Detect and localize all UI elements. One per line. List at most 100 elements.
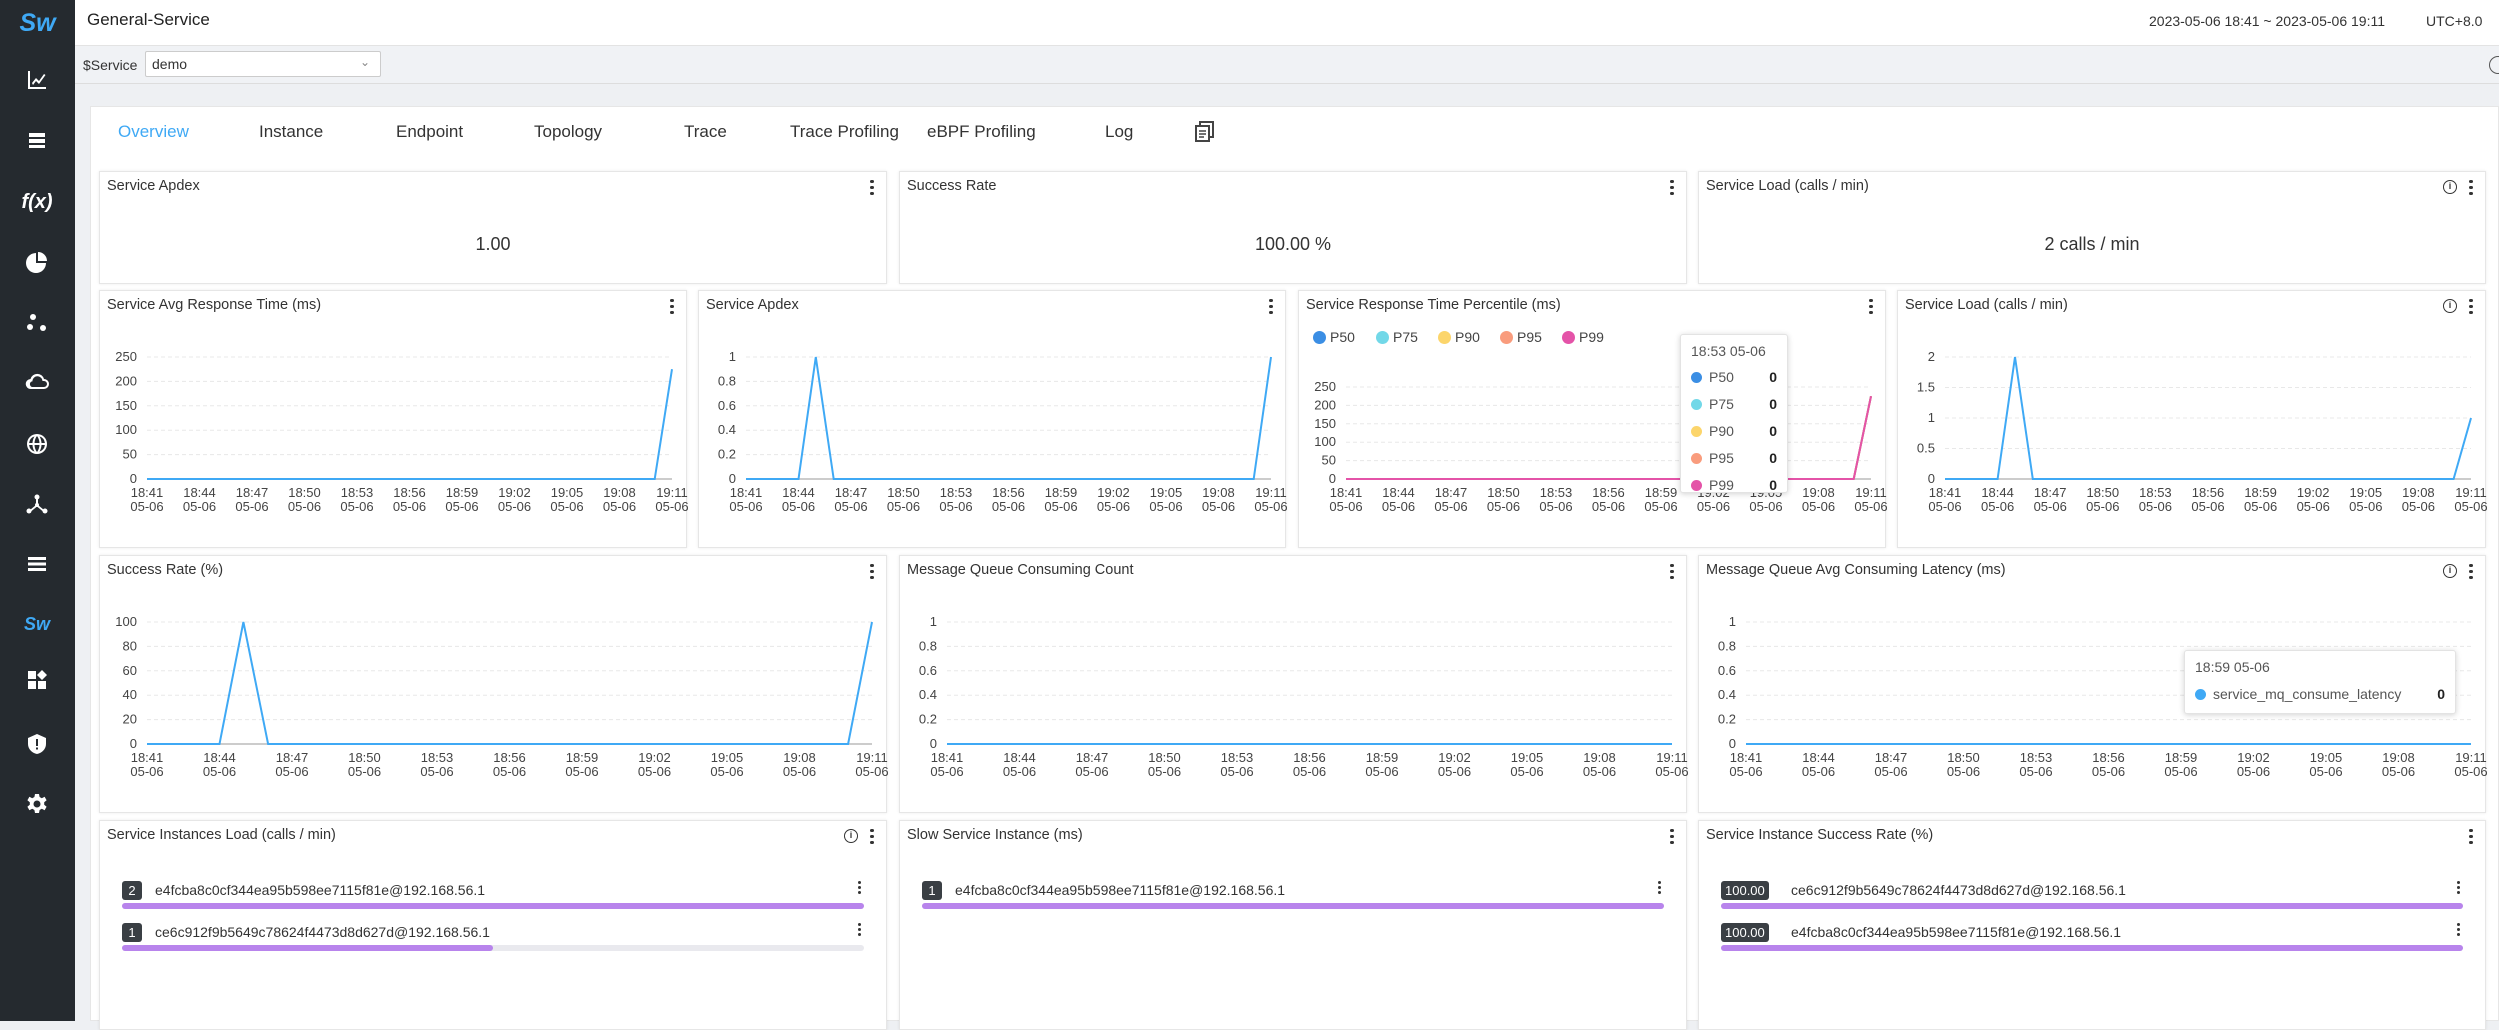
x-tick-label: 18:41 — [131, 485, 164, 500]
more-options-icon[interactable] — [2469, 826, 2475, 846]
more-options-icon[interactable] — [1869, 296, 1875, 316]
legend-p95[interactable]: P95 — [1500, 329, 1542, 345]
cloud-icon[interactable] — [19, 364, 55, 400]
service-apdex-chart[interactable]: 10.80.60.40.2018:4105-0618:4405-0618:470… — [699, 321, 1287, 549]
x-tick-sublabel: 05-06 — [1149, 499, 1182, 514]
x-tick-sublabel: 05-06 — [493, 764, 526, 779]
y-tick-label: 1 — [930, 614, 937, 629]
more-options-icon[interactable] — [870, 561, 876, 581]
x-tick-label: 18:56 — [1293, 750, 1326, 765]
more-options-icon[interactable] — [1670, 561, 1676, 581]
pie-chart-icon[interactable] — [19, 244, 55, 280]
gear-icon[interactable] — [19, 786, 55, 822]
x-tick-label: 18:50 — [1947, 750, 1980, 765]
info-icon[interactable]: i — [844, 829, 858, 843]
mesh-icon[interactable] — [19, 486, 55, 522]
x-tick-sublabel: 05-06 — [1438, 764, 1471, 779]
item-options-icon[interactable] — [2457, 921, 2463, 941]
progress-track — [1721, 903, 2463, 909]
list-item[interactable]: 100.00 ce6c912f9b5649c78624f4473d8d627d@1… — [1721, 881, 2463, 911]
series-line[interactable] — [147, 621, 873, 745]
series-line[interactable] — [147, 369, 673, 480]
item-options-icon[interactable] — [858, 921, 864, 941]
more-options-icon[interactable] — [2469, 296, 2475, 316]
mq-consuming-count-chart[interactable]: 10.80.60.40.2018:4105-0618:4405-0618:470… — [900, 586, 1688, 814]
response-time-percentile-chart[interactable]: 25020015010050018:4105-0618:4405-0618:47… — [1299, 321, 1887, 549]
globe-icon[interactable] — [19, 426, 55, 462]
refresh-icon[interactable] — [2489, 56, 2499, 74]
service-load-chart[interactable]: 21.510.5018:4105-0618:4405-0618:4705-061… — [1898, 321, 2487, 549]
x-tick-sublabel: 05-06 — [1539, 499, 1572, 514]
x-tick-sublabel: 05-06 — [1644, 499, 1677, 514]
legend-p50[interactable]: P50 — [1313, 329, 1355, 345]
tab-endpoint[interactable]: Endpoint — [396, 122, 464, 141]
tab-overview[interactable]: Overview — [118, 122, 189, 141]
success-rate-chart[interactable]: 10080604020018:4105-0618:4405-0618:4705-… — [100, 586, 888, 814]
series-line-p50[interactable] — [1346, 395, 1872, 480]
y-tick-label: 50 — [123, 447, 137, 462]
series-line-p90[interactable] — [1346, 395, 1872, 480]
legend-p99[interactable]: P99 — [1562, 329, 1604, 345]
card-title: Service Load (calls / min) — [1905, 297, 2068, 313]
legend-p90[interactable]: P90 — [1438, 329, 1480, 345]
x-axis: 18:4105-0618:4405-0618:4705-0618:5005-06… — [1329, 485, 1887, 514]
copy-tab-icon[interactable] — [1195, 121, 1215, 143]
info-icon[interactable]: i — [2443, 564, 2457, 578]
more-options-icon[interactable] — [1670, 177, 1676, 197]
layers-icon[interactable] — [19, 122, 55, 158]
info-icon[interactable]: i — [2443, 299, 2457, 313]
more-options-icon[interactable] — [1670, 826, 1676, 846]
x-tick-label: 18:44 — [1382, 485, 1415, 500]
x-tick-sublabel: 05-06 — [1434, 499, 1467, 514]
x-tick-sublabel: 05-06 — [2086, 499, 2119, 514]
more-options-icon[interactable] — [870, 177, 876, 197]
avg-response-time-chart[interactable]: 25020015010050018:4105-0618:4405-0618:47… — [100, 321, 688, 549]
legend-p75[interactable]: P75 — [1376, 329, 1418, 345]
function-icon[interactable]: f(x) — [21, 190, 53, 213]
tab-ebpf-profiling[interactable]: eBPF Profiling — [927, 122, 1036, 141]
x-tick-sublabel: 05-06 — [420, 764, 453, 779]
shield-icon[interactable] — [19, 726, 55, 762]
widgets-icon[interactable] — [19, 662, 55, 698]
card-title: Service Apdex — [107, 178, 200, 194]
list-item[interactable]: 2 e4fcba8c0cf344ea95b598ee7115f81e@192.16… — [122, 881, 864, 911]
tab-trace-profiling[interactable]: Trace Profiling — [790, 122, 899, 141]
list-item[interactable]: 1 ce6c912f9b5649c78624f4473d8d627d@192.16… — [122, 923, 864, 953]
x-tick-label: 19:11 — [1855, 485, 1887, 500]
service-select[interactable]: demo ⌄ — [145, 51, 381, 77]
tab-topology[interactable]: Topology — [534, 122, 603, 141]
more-options-icon[interactable] — [870, 826, 876, 846]
nodes-icon[interactable] — [19, 304, 55, 340]
item-options-icon[interactable] — [2457, 879, 2463, 899]
skywalking-icon[interactable]: Sw — [23, 613, 50, 634]
skywalking-logo[interactable]: Sw — [19, 9, 56, 37]
series-line-p99[interactable] — [1346, 395, 1872, 480]
tab-instance[interactable]: Instance — [259, 122, 324, 141]
y-tick-label: 0.4 — [1718, 687, 1736, 702]
item-options-icon[interactable] — [858, 879, 864, 899]
series-line-p75[interactable] — [1346, 395, 1872, 480]
item-options-icon[interactable] — [1658, 879, 1664, 899]
info-icon[interactable]: i — [2443, 180, 2457, 194]
series-line[interactable] — [746, 356, 1272, 480]
more-options-icon[interactable] — [2469, 177, 2475, 197]
series-line[interactable] — [1945, 356, 2472, 480]
list-icon[interactable] — [19, 546, 55, 582]
tab-trace[interactable]: Trace — [684, 122, 727, 141]
x-tick-sublabel: 05-06 — [638, 764, 671, 779]
series-line-p95[interactable] — [1346, 395, 1872, 480]
more-options-icon[interactable] — [2469, 561, 2475, 581]
time-range-picker[interactable]: 2023-05-06 18:41 ~ 2023-05-06 19:11 — [2149, 13, 2385, 29]
more-options-icon[interactable] — [670, 296, 676, 316]
progress-track — [922, 903, 1664, 909]
list-item[interactable]: 1 e4fcba8c0cf344ea95b598ee7115f81e@192.16… — [922, 881, 1664, 911]
more-options-icon[interactable] — [1269, 296, 1275, 316]
y-tick-label: 0.6 — [919, 663, 937, 678]
dashboard-chart-icon[interactable] — [19, 62, 55, 98]
timezone-label[interactable]: UTC+8.0 — [2426, 13, 2483, 29]
y-tick-label: 0 — [930, 736, 937, 751]
tab-log[interactable]: Log — [1105, 122, 1134, 141]
x-tick-sublabel: 05-06 — [887, 499, 920, 514]
list-item[interactable]: 100.00 e4fcba8c0cf344ea95b598ee7115f81e@1… — [1721, 923, 2463, 953]
x-tick-sublabel: 05-06 — [1802, 499, 1835, 514]
